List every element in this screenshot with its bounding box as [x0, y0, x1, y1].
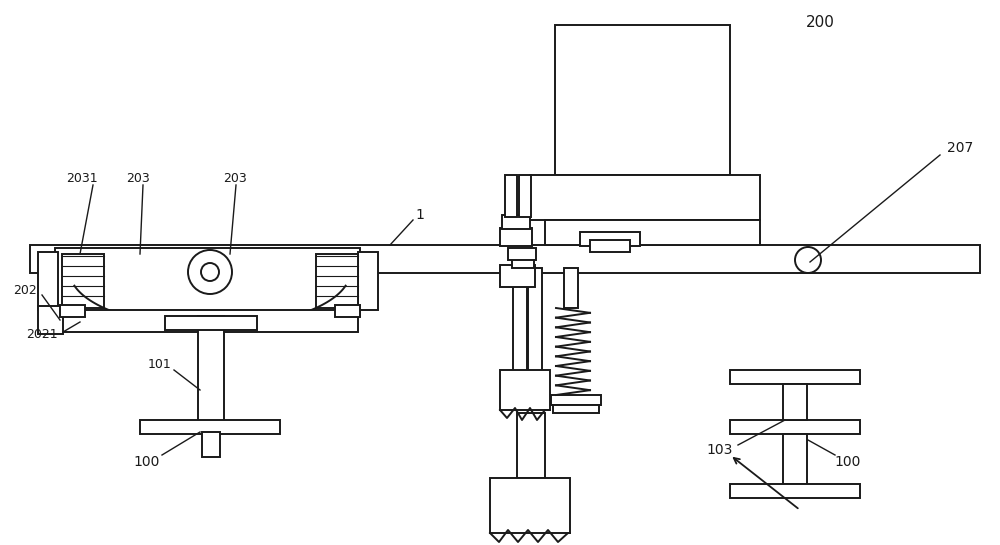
Bar: [502, 215, 530, 229]
Bar: [490, 478, 570, 533]
Bar: [500, 228, 532, 246]
Bar: [530, 175, 760, 220]
Bar: [60, 310, 358, 332]
Bar: [505, 175, 517, 217]
Bar: [335, 305, 360, 317]
Bar: [783, 384, 807, 420]
Text: 100: 100: [134, 455, 160, 469]
Text: 1: 1: [416, 208, 424, 222]
Bar: [358, 252, 378, 310]
Bar: [140, 420, 280, 434]
Bar: [508, 248, 536, 260]
Bar: [553, 405, 599, 413]
Bar: [528, 268, 542, 398]
Bar: [517, 413, 545, 478]
Bar: [62, 254, 104, 308]
Bar: [513, 268, 527, 398]
Text: 2021: 2021: [26, 329, 58, 342]
Bar: [60, 305, 85, 317]
Bar: [580, 232, 640, 246]
Bar: [730, 420, 860, 434]
Bar: [551, 395, 601, 405]
Text: 103: 103: [707, 443, 733, 457]
Text: 203: 203: [223, 172, 247, 185]
Bar: [316, 254, 358, 308]
Text: 100: 100: [835, 455, 861, 469]
Bar: [165, 316, 257, 330]
Bar: [730, 370, 860, 384]
Text: 2031: 2031: [66, 172, 98, 185]
Text: 203: 203: [126, 172, 150, 185]
Bar: [564, 268, 578, 308]
Bar: [38, 306, 63, 334]
Text: 200: 200: [806, 15, 834, 29]
Bar: [545, 220, 760, 245]
Text: 101: 101: [148, 359, 172, 372]
Bar: [590, 240, 630, 252]
Bar: [555, 25, 730, 175]
Bar: [500, 265, 535, 287]
Bar: [198, 316, 224, 431]
Text: 202: 202: [13, 283, 37, 296]
Bar: [512, 258, 534, 268]
Text: 207: 207: [947, 141, 973, 155]
Bar: [783, 434, 807, 484]
Bar: [55, 248, 360, 316]
Bar: [730, 484, 860, 498]
Bar: [500, 370, 550, 410]
Bar: [519, 175, 531, 217]
Bar: [30, 245, 980, 273]
Bar: [202, 432, 220, 457]
Bar: [38, 252, 58, 310]
